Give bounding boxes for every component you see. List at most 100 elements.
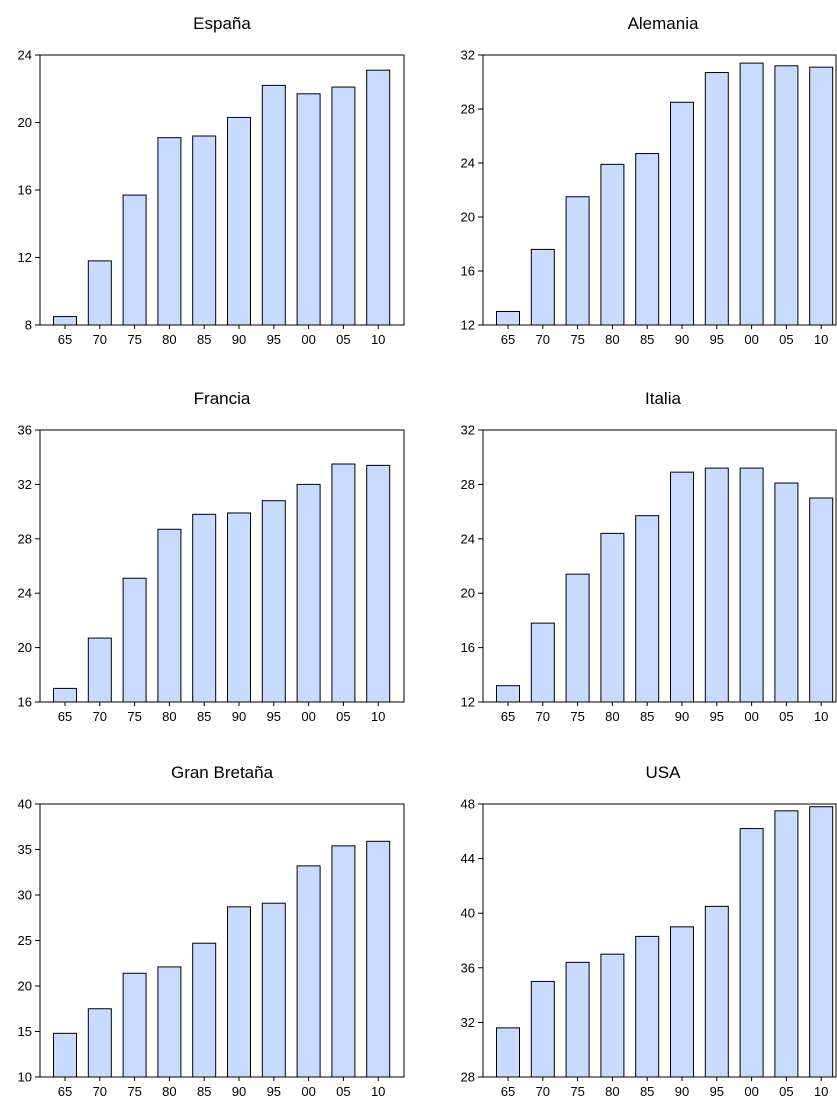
plot-frame: [39, 429, 405, 703]
x-tick-label: 70: [536, 1084, 550, 1099]
bar: [87, 1008, 112, 1078]
x-tick-label: 75: [127, 1084, 141, 1099]
y-tick-label: 12: [18, 250, 32, 265]
x-tick-label: 75: [570, 1084, 584, 1099]
x-tick-label: 10: [371, 332, 385, 347]
bar: [774, 65, 799, 326]
x-tick-label: 70: [536, 709, 550, 724]
plot-frame: [482, 803, 837, 1078]
y-tick-label: 32: [461, 423, 475, 438]
bar: [704, 72, 729, 326]
bar: [331, 86, 356, 326]
y-tick-label: 20: [18, 640, 32, 655]
x-tick-label: 95: [267, 332, 281, 347]
x-tick-label: 00: [744, 1084, 758, 1099]
chart-title: Alemania: [628, 14, 699, 33]
bar: [366, 464, 391, 703]
bar: [565, 196, 590, 326]
x-tick-label: 90: [675, 709, 689, 724]
bar: [331, 845, 356, 1078]
x-tick-label: 85: [197, 332, 211, 347]
y-tick-label: 28: [461, 1070, 475, 1085]
x-tick-label: 05: [779, 332, 793, 347]
bar: [600, 532, 625, 703]
x-tick-label: 90: [232, 709, 246, 724]
y-tick-label: 28: [18, 531, 32, 546]
x-tick-label: 70: [93, 332, 107, 347]
x-tick-label: 80: [605, 1084, 619, 1099]
bar: [739, 828, 764, 1078]
x-tick-label: 65: [501, 1084, 515, 1099]
bar: [366, 840, 391, 1078]
x-tick-label: 00: [744, 709, 758, 724]
x-tick-label: 75: [570, 332, 584, 347]
y-tick-label: 48: [461, 797, 475, 812]
bar: [122, 972, 147, 1078]
x-tick-label: 10: [371, 709, 385, 724]
chart-title: España: [193, 14, 251, 33]
chart-panel: España 8 12 16 20 24 65 70 75 80 85 90 95 00 05 10: [18, 14, 405, 347]
bar: [157, 966, 182, 1078]
x-tick-label: 10: [814, 332, 828, 347]
chart-title: USA: [646, 763, 682, 782]
y-tick-label: 16: [18, 695, 32, 710]
x-tick-label: 00: [301, 332, 315, 347]
y-tick-label: 16: [461, 640, 475, 655]
y-tick-label: 40: [461, 906, 475, 921]
chart-title: Gran Bretaña: [171, 763, 274, 782]
y-tick-label: 40: [18, 797, 32, 812]
bar: [635, 153, 660, 326]
bar: [87, 637, 112, 703]
y-tick-label: 10: [18, 1070, 32, 1085]
bar: [261, 500, 286, 703]
bar: [53, 316, 77, 326]
x-tick-label: 80: [162, 332, 176, 347]
x-tick-label: 65: [501, 332, 515, 347]
x-tick-label: 80: [605, 709, 619, 724]
bar: [530, 622, 555, 703]
bar: [496, 311, 520, 326]
y-tick-label: 36: [461, 960, 475, 975]
bar: [192, 942, 217, 1078]
x-tick-label: 85: [640, 1084, 654, 1099]
bar: [157, 137, 182, 326]
x-tick-label: 90: [675, 1084, 689, 1099]
x-tick-label: 90: [232, 332, 246, 347]
bar: [261, 902, 286, 1078]
x-tick-label: 05: [336, 1084, 350, 1099]
bar: [192, 513, 217, 703]
bar: [366, 69, 391, 326]
y-tick-label: 12: [461, 318, 475, 333]
x-tick-label: 95: [710, 709, 724, 724]
bar: [774, 482, 799, 703]
bar: [704, 905, 729, 1078]
y-tick-label: 24: [18, 48, 32, 63]
bar: [122, 194, 147, 326]
bar: [809, 66, 834, 326]
y-tick-label: 25: [18, 933, 32, 948]
chart-panel: Gran Bretaña 10 15 20 25 30 35 40 65 70 75 80 85 90 95…: [18, 763, 405, 1099]
x-tick-label: 75: [127, 709, 141, 724]
x-tick-label: 05: [336, 709, 350, 724]
bar: [192, 135, 217, 326]
x-tick-label: 05: [779, 1084, 793, 1099]
bar: [809, 497, 834, 703]
bar: [565, 961, 590, 1078]
x-tick-label: 95: [710, 332, 724, 347]
plot-frame: [482, 429, 837, 703]
bar: [227, 116, 251, 326]
y-tick-label: 36: [18, 423, 32, 438]
y-tick-label: 24: [461, 156, 475, 171]
y-tick-label: 16: [18, 183, 32, 198]
bar: [530, 980, 555, 1078]
bar: [296, 93, 321, 326]
bar: [261, 84, 286, 326]
x-tick-label: 00: [301, 709, 315, 724]
x-tick-label: 70: [536, 332, 550, 347]
x-tick-label: 80: [605, 332, 619, 347]
y-tick-label: 20: [461, 586, 475, 601]
y-tick-label: 24: [18, 586, 32, 601]
chart-panel: USA 28 32 36 40 44 48 65 70 75 80 85 90 95 00 05 10: [461, 763, 837, 1099]
bar: [53, 1032, 77, 1078]
